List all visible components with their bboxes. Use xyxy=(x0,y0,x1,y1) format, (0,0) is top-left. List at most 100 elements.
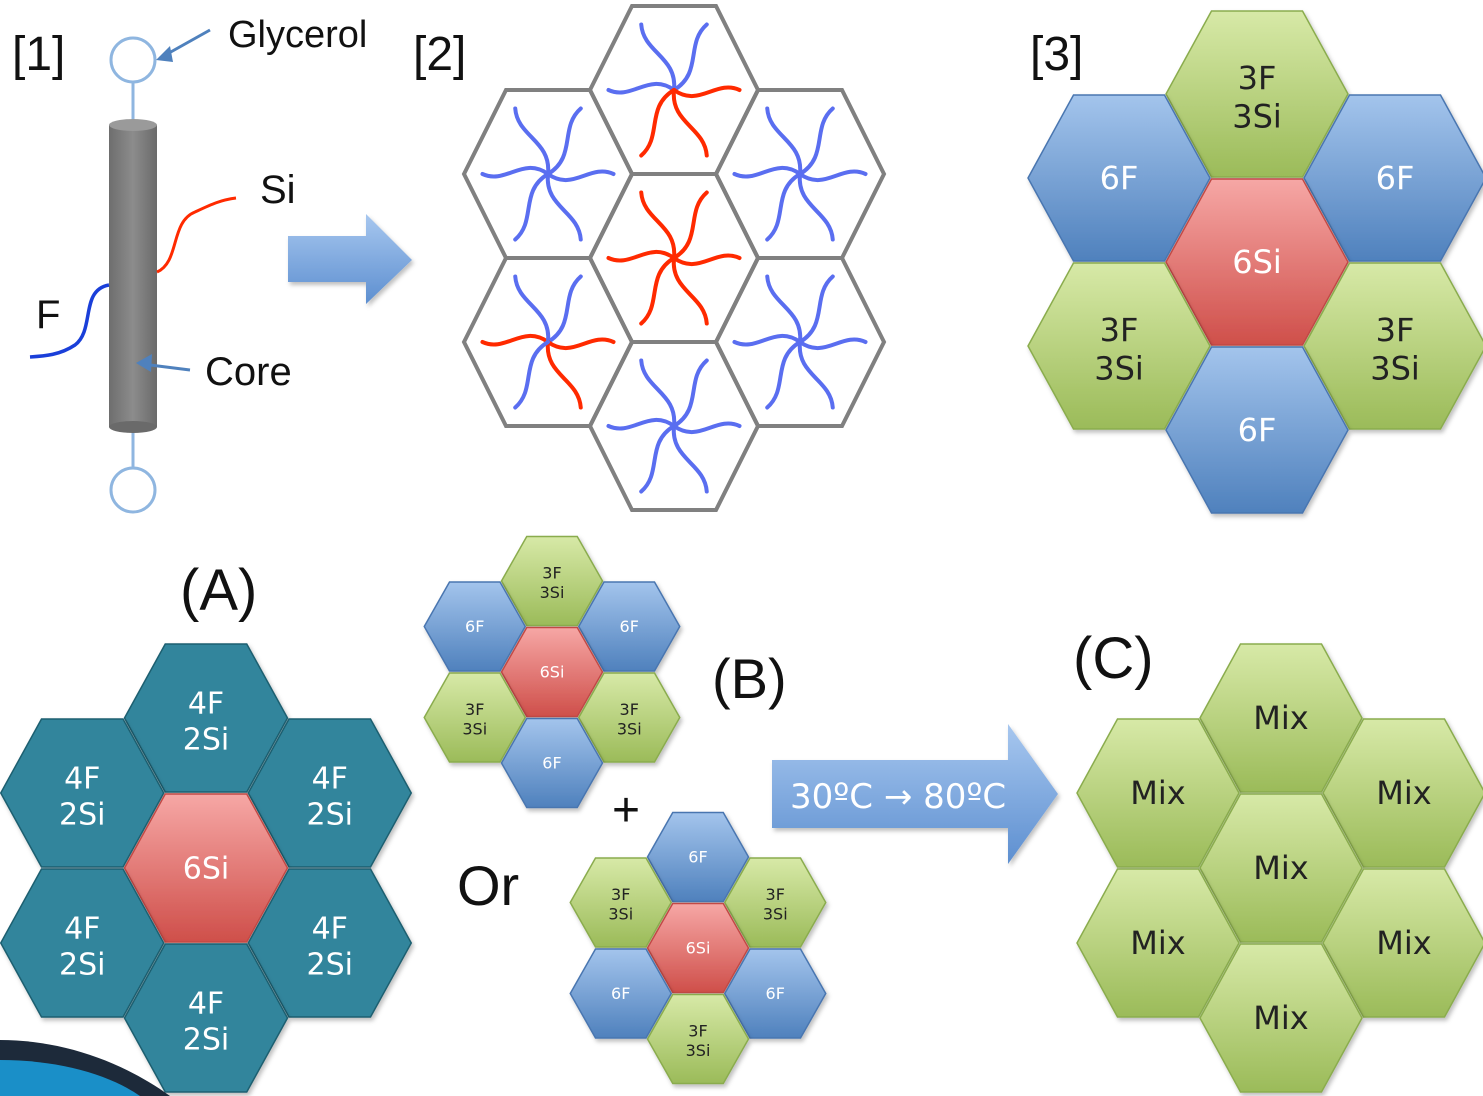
panelB2-hex-5-label-1: 6F xyxy=(766,984,785,1003)
panel-2-label: [2] xyxy=(413,28,466,81)
panelA-hex-1-label-2: 2Si xyxy=(59,798,105,833)
si-chain xyxy=(157,198,236,272)
heating-arrow-text: 30ºC → 80ºC xyxy=(790,777,1006,817)
lattice-hex-5-chain-2 xyxy=(800,276,833,342)
panel-c-label: (C) xyxy=(1073,626,1154,691)
panelC-hex-6-label-1: Mix xyxy=(1253,999,1308,1037)
panelA-hex-2-label-1: 4F xyxy=(312,762,348,797)
lattice-hex-0-chain-1 xyxy=(641,24,674,90)
lattice-hex-3-chain-2 xyxy=(674,192,707,258)
panelC-hex-5-label-1: Mix xyxy=(1376,924,1431,962)
panel3-hex-0-label-2: 3Si xyxy=(1232,98,1282,136)
core-cylinder-top xyxy=(109,119,157,131)
panel-2-lattice: [2] xyxy=(413,6,884,510)
panelB1-hex-5-label-2: 3Si xyxy=(617,719,642,738)
panelB1-hex-4-label-1: 3F xyxy=(465,700,484,719)
panelB2-hex-6-label-2: 3Si xyxy=(686,1041,711,1060)
panelB2-hex-6-label-1: 3F xyxy=(688,1022,707,1041)
panelC-hex-4-label-1: Mix xyxy=(1130,924,1185,962)
panelB1-hex-1-label-1: 6F xyxy=(465,617,484,636)
panelB1-hex-6-label-1: 6F xyxy=(542,754,561,773)
panelC-hex-0-label-1: Mix xyxy=(1253,699,1308,737)
panelA-hex-5-label-1: 4F xyxy=(312,912,348,947)
panelB1-hex-4-label-2: 3Si xyxy=(462,719,487,738)
lattice-hex-6-chain-5 xyxy=(641,426,674,492)
lattice-hex-1-chain-3 xyxy=(548,172,614,181)
lattice-hex-6-chain-1 xyxy=(641,360,674,426)
panelB1-hex-0-label-1: 3F xyxy=(542,564,561,583)
plus-sign: + xyxy=(612,784,640,837)
panel-3-label: [3] xyxy=(1030,28,1083,81)
panel-1-label: [1] xyxy=(12,28,65,81)
glycerol-pointer-arrowhead xyxy=(156,46,173,62)
panelB2-hex-2-label-1: 3F xyxy=(766,885,785,904)
lattice-hex-6-chain-4 xyxy=(674,426,707,492)
panel3-hex-5-label-1: 3F xyxy=(1376,311,1415,349)
lattice-hex-0-chain-0 xyxy=(608,84,674,93)
panel3-hex-3-label-1: 6Si xyxy=(1232,243,1282,281)
arrow-1-to-2 xyxy=(288,214,412,304)
lattice-hex-1-chain-5 xyxy=(515,174,548,240)
panelB1-hex-3-label-1: 6Si xyxy=(540,663,565,682)
panelA-hex-6-label-1: 4F xyxy=(188,987,224,1022)
panel3-hex-0-label-1: 3F xyxy=(1238,59,1277,97)
lattice-hex-2-chain-5 xyxy=(767,174,800,240)
panelA-hex-2-label-2: 2Si xyxy=(307,798,353,833)
lattice-hex-0-chain-5 xyxy=(641,90,674,156)
hex-cluster-b1: 3F3Si6F 6F6Si3F3Si3F3Si6F xyxy=(424,537,680,808)
lattice-hex-4-chain-1 xyxy=(515,276,548,342)
lattice-hex-6-chain-0 xyxy=(608,420,674,429)
panel3-hex-2-label-1: 6F xyxy=(1376,159,1415,197)
lattice-hex-3-chain-4 xyxy=(674,258,707,324)
panel3-hex-4-label-2: 3Si xyxy=(1094,350,1144,388)
panel-c-cluster: (C) Mix Mix Mix Mix Mix Mix Mix xyxy=(1073,626,1483,1092)
panel-a-label: (A) xyxy=(180,558,257,623)
core-cylinder-bottom xyxy=(109,421,157,433)
lattice-hex-4-chain-0 xyxy=(482,336,548,345)
lattice-hex-1-chain-4 xyxy=(548,174,581,240)
lattice-hex-4-chain-4 xyxy=(548,342,581,408)
panelB2-hex-4-label-1: 6F xyxy=(611,984,630,1003)
panel3-hex-5-label-2: 3Si xyxy=(1370,350,1420,388)
core-label: Core xyxy=(205,350,292,394)
f-label: F xyxy=(36,293,60,337)
glycerol-label: Glycerol xyxy=(228,14,367,56)
lattice-hex-4-chain-3 xyxy=(548,340,614,349)
lattice-hex-0-chain-3 xyxy=(674,88,740,97)
lattice-hex-5-chain-1 xyxy=(767,276,800,342)
lattice-hex-1-chain-1 xyxy=(515,108,548,174)
lattice-hex-2-chain-1 xyxy=(767,108,800,174)
lattice-hex-2-chain-3 xyxy=(800,172,866,181)
panelA-hex-0-label-2: 2Si xyxy=(183,723,229,758)
lattice-hex-5-chain-4 xyxy=(800,342,833,408)
panelC-hex-2-label-1: Mix xyxy=(1376,774,1431,812)
lattice-hex-2-chain-4 xyxy=(800,174,833,240)
panelA-hex-0-label-1: 4F xyxy=(188,687,224,722)
glycerol-bottom-circle xyxy=(111,468,155,512)
si-label: Si xyxy=(260,168,296,212)
lattice-hex-5-chain-5 xyxy=(767,342,800,408)
lattice-hex-3-chain-0 xyxy=(608,252,674,261)
panelB1-hex-5-label-1: 3F xyxy=(620,700,639,719)
lattice-hex-2-chain-0 xyxy=(734,168,800,177)
panelC-hex-3-label-1: Mix xyxy=(1253,849,1308,887)
lattice-hex-6-chain-2 xyxy=(674,360,707,426)
panelC-hex-1-label-1: Mix xyxy=(1130,774,1185,812)
panel3-hex-6-label-1: 6F xyxy=(1238,411,1277,449)
lattice-hex-5-chain-3 xyxy=(800,340,866,349)
lattice-hex-3-chain-3 xyxy=(674,256,740,265)
panelA-hex-4-label-1: 4F xyxy=(64,912,100,947)
panel3-hex-4-label-1: 3F xyxy=(1100,311,1139,349)
panel-b-label: (B) xyxy=(712,647,787,710)
lattice-hex-5-chain-0 xyxy=(734,336,800,345)
panel-b-clusters: (B) 3F3Si6F 6F6Si3F3Si3F3Si6F + Or 6F3F3S… xyxy=(424,537,1058,1084)
lattice-hex-1-chain-0 xyxy=(482,168,548,177)
or-label: Or xyxy=(457,854,519,917)
panelA-hex-4-label-2: 2Si xyxy=(59,948,105,983)
panelA-hex-3-label-1: 6Si xyxy=(183,852,229,887)
panelA-hex-5-label-2: 2Si xyxy=(307,948,353,983)
